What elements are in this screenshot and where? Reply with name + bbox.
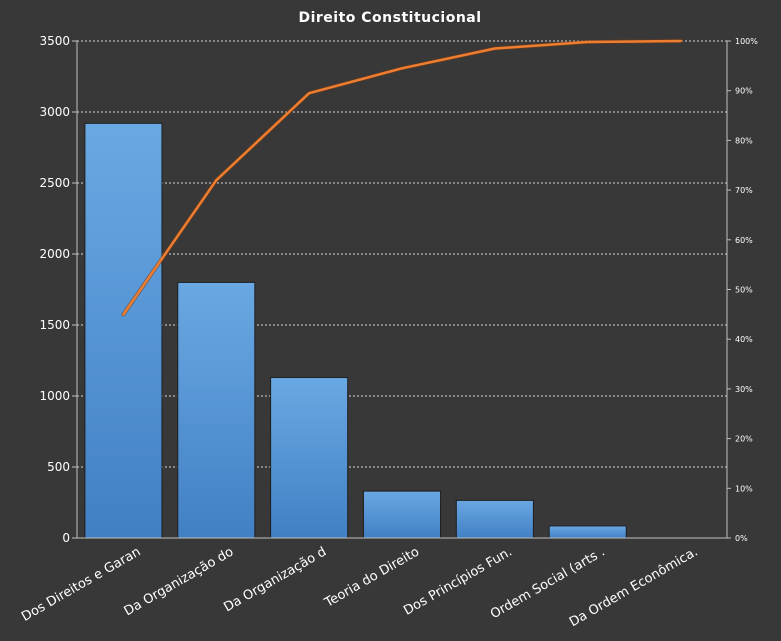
right-tick-label-5: 50% [735, 286, 753, 295]
right-tick-label-7: 70% [735, 186, 753, 195]
left-tick-label-2: 1000 [39, 389, 70, 403]
category-label-3: Teoria do Direito [321, 544, 422, 611]
right-tick-label-4: 40% [735, 335, 753, 344]
chart-title: Direito Constitucional [298, 10, 481, 26]
left-tick-label-6: 3000 [39, 105, 70, 119]
left-tick-label-4: 2000 [39, 247, 70, 261]
bar-2 [270, 377, 349, 539]
bars [84, 122, 627, 539]
bar-0 [84, 122, 163, 539]
left-tick-label-0: 0 [62, 531, 70, 545]
right-tick-label-3: 30% [735, 385, 753, 394]
right-tick-label-2: 20% [735, 435, 753, 444]
cumulative-line [121, 39, 683, 317]
left-tick-label-1: 500 [47, 460, 70, 474]
cumulative-line-shadow [121, 39, 683, 317]
right-tick-label-0: 0% [735, 534, 748, 543]
category-label-2: Da Organização d [221, 544, 329, 615]
gridlines [77, 40, 727, 468]
left-tick-label-7: 3500 [39, 34, 70, 48]
right-tick-label-9: 90% [735, 87, 753, 96]
right-tick-label-6: 60% [735, 236, 753, 245]
left-tick-label-3: 1500 [39, 318, 70, 332]
right-tick-label-8: 80% [735, 136, 753, 145]
right-axis: 0% 10% 20% 30% 40% 50% 60% 70% 80% 90% 100% [726, 37, 758, 543]
bar-1 [177, 281, 256, 539]
left-tick-label-5: 2500 [39, 176, 70, 190]
right-tick-label-1: 10% [735, 484, 753, 493]
bar-5 [548, 525, 627, 539]
bar-3 [362, 490, 442, 539]
right-tick-label-10: 100% [735, 37, 758, 46]
left-axis: 0 500 1000 1500 2000 2500 3000 3500 [39, 34, 78, 545]
bar-4 [455, 499, 534, 539]
cumulative-line-path [122, 39, 682, 316]
